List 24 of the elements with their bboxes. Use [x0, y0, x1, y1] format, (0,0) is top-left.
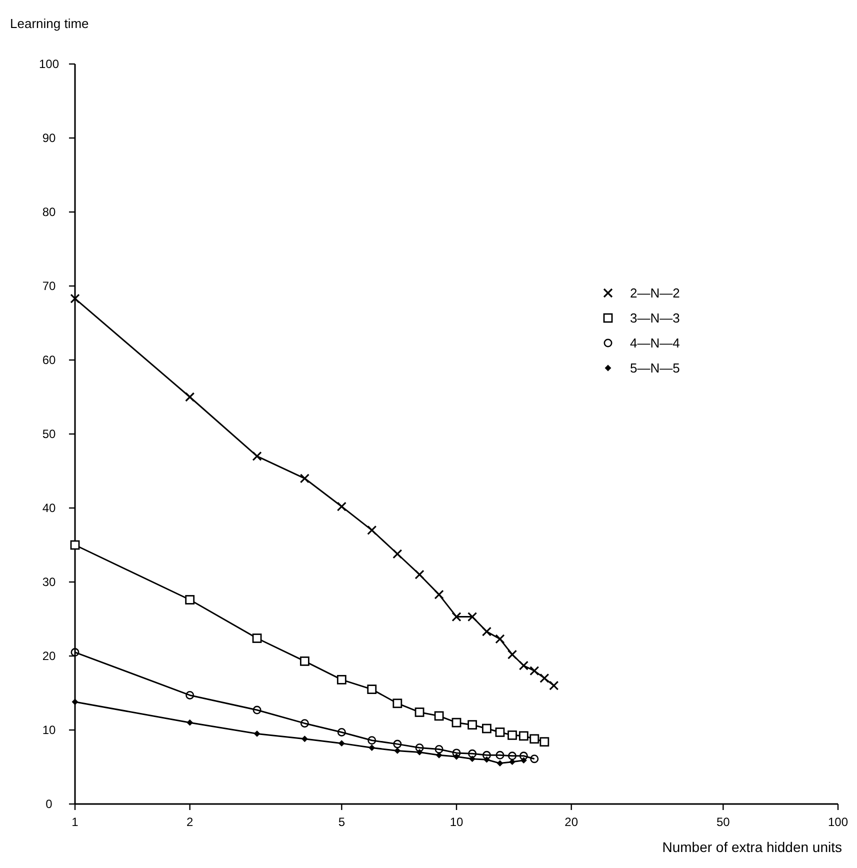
- legend-label: 4—N—4: [630, 336, 680, 351]
- y-tick-label: 40: [42, 501, 56, 516]
- x-tick-label: 5: [338, 815, 346, 829]
- y-tick-label: 100: [38, 57, 60, 72]
- y-axis-title: Learning time: [10, 16, 89, 31]
- x-tick-label: 1: [72, 815, 79, 829]
- legend-label: 5—N—5: [630, 360, 680, 376]
- y-tick-label: 20: [42, 649, 56, 664]
- x-tick-label: 20: [564, 815, 578, 829]
- y-tick-label: 90: [42, 131, 56, 146]
- x-axis-title: Number of extra hidden units: [662, 839, 842, 855]
- y-tick-label: 70: [42, 279, 56, 294]
- y-tick-label: 30: [42, 575, 56, 590]
- legend-label: 3—N—3: [630, 310, 680, 326]
- y-tick-label: 50: [42, 427, 56, 442]
- y-tick-label: 60: [42, 353, 56, 368]
- x-tick-label: 100: [828, 815, 848, 829]
- y-tick-label: 10: [42, 723, 56, 738]
- y-tick-label: 80: [42, 205, 56, 220]
- x-tick-label: 2: [186, 815, 194, 829]
- x-tick-label: 50: [716, 815, 730, 829]
- legend-label: 2—N—2: [630, 286, 680, 301]
- y-tick-label: 0: [46, 797, 53, 812]
- x-tick-label: 10: [450, 815, 464, 829]
